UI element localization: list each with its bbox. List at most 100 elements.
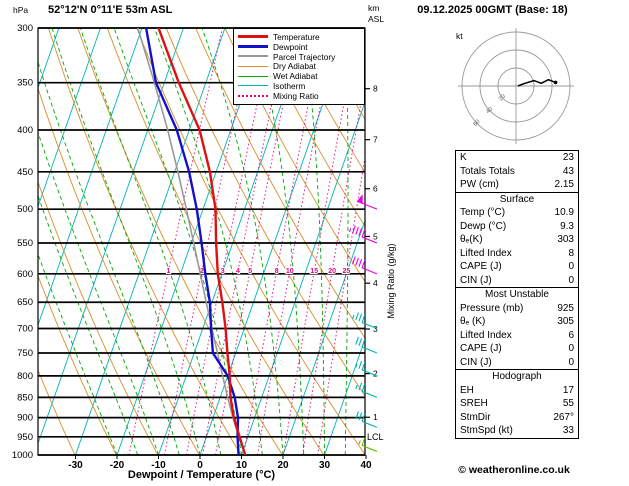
mixing-ratio-value: 8 [275, 268, 279, 275]
mixing-ratio-value: 10 [286, 268, 294, 275]
wind-barb [348, 225, 378, 244]
station-title: 52°12'N 0°11'E 53m ASL [48, 4, 173, 16]
pressure-tick-label: 900 [17, 413, 33, 424]
table-row-value: 0 [568, 261, 574, 272]
pressure-tick-label: 1000 [12, 450, 33, 461]
mixing-ratio-value: 4 [236, 268, 240, 275]
mixing-ratio-value: 3 [221, 268, 225, 275]
table-row-label: θₑ(K) [460, 234, 483, 245]
mixing-ratio-value: 20 [328, 268, 336, 275]
table-row-value: 9.3 [560, 220, 574, 232]
dewpoint-curve [144, 28, 240, 455]
pressure-unit-label: hPa [13, 5, 29, 15]
mixing-ratio-line [257, 28, 336, 455]
wind-barb [355, 382, 378, 398]
table-row-label: Lifted Index [460, 247, 512, 259]
plot-border [37, 27, 366, 456]
asl-axis-label: ASL [368, 14, 385, 24]
mixing-ratio-value: 5 [248, 268, 252, 275]
mixing-ratio-axis-label: Mixing Ratio (g/kg) [386, 243, 396, 319]
hodograph-ring-label: 40 [485, 106, 494, 115]
temp-tick-label: -30 [68, 460, 83, 471]
indices-table: K 23 Totals Totals 43 PW (cm) 2.15 Surface Temp… [455, 150, 579, 439]
table-section: Most Unstable Pressure (mb) 925 θₑ (K) 305 Li… [456, 287, 578, 369]
hodograph-trace [517, 78, 556, 87]
table-row: Lifted Index 8 [456, 247, 578, 261]
legend-label: Isotherm [273, 80, 306, 91]
temperature-curve [157, 28, 247, 455]
legend-item: Parcel Trajectory [238, 52, 360, 62]
table-row: Temp (°C) 10.9 [456, 206, 578, 220]
table-row-label: Lifted Index [460, 329, 512, 341]
hodograph-ring-label: 20 [498, 93, 507, 102]
table-row-value: 2.15 [554, 179, 574, 190]
legend-label: Dry Adiabat [273, 61, 316, 72]
mixing-ratio-line [283, 28, 359, 455]
dry-adiabat-line [48, 28, 242, 455]
km-tick-label: 1 [373, 412, 378, 422]
legend-line-sample [238, 45, 268, 49]
table-section: Surface Temp (°C) 10.9 Dewp (°C) 9.3 θₑ(K) 303… [456, 191, 578, 288]
table-row-value: 305 [557, 316, 574, 327]
km-tick-label: 4 [373, 278, 378, 288]
table-row-value: 267° [553, 411, 574, 423]
pressure-tick-label: 400 [17, 125, 33, 136]
pressure-tick-label: 350 [17, 78, 33, 89]
legend-line-sample [238, 65, 268, 67]
wind-barb [355, 336, 378, 354]
table-row-label: θₑ (K) [460, 316, 486, 327]
pressure-tick-label: 750 [17, 348, 33, 359]
pressure-tick-label: 950 [17, 432, 33, 443]
km-tick-label: 6 [373, 184, 378, 194]
skewt-chart: 1 2 3 4 5 8 10 15 20 2530035040045050055060065070… [12, 23, 378, 471]
legend-item: Dewpoint [238, 42, 360, 52]
table-row-value: 6 [568, 329, 574, 341]
hodograph-unit-label: kt [456, 31, 463, 41]
km-tick-label: 7 [373, 135, 378, 145]
mixing-ratio-line [163, 28, 255, 455]
table-row-value: 0 [568, 356, 574, 368]
table-row-label: PW (cm) [460, 179, 499, 190]
table-row-value: 925 [557, 302, 574, 314]
table-section-title: Most Unstable [485, 289, 549, 300]
legend-item: Wet Adiabat [238, 71, 360, 81]
pressure-tick-label: 450 [17, 167, 33, 178]
temp-tick-label: 0 [197, 460, 203, 471]
table-row: Dewp (°C) 9.3 [456, 220, 578, 234]
isotherm-line [38, 28, 101, 208]
legend-item: Temperature [238, 32, 360, 42]
table-row: PW (cm) 2.15 [456, 178, 578, 192]
legend-line-sample [238, 35, 268, 39]
wind-barb [352, 312, 378, 330]
table-row-value: 55 [562, 398, 574, 409]
table-row-label: Dewp (°C) [460, 220, 507, 232]
table-row: θₑ(K) 303 [456, 233, 578, 247]
credit: © weatheronline.co.uk [458, 464, 570, 476]
table-row: CIN (J) 0 [456, 356, 578, 370]
table-row-label: CAPE (J) [460, 261, 502, 272]
isotherm-line [75, 28, 226, 455]
table-row: StmSpd (kt) 33 [456, 424, 578, 438]
legend-label: Parcel Trajectory [273, 51, 336, 62]
parcel-trajectory-curve [137, 28, 246, 455]
table-row-value: 8 [568, 247, 574, 259]
table-row-label: Totals Totals [460, 165, 515, 177]
km-tick-label: 2 [373, 369, 378, 379]
temp-tick-label: 20 [277, 460, 289, 471]
temp-tick-label: 30 [319, 460, 331, 471]
table-row: SREH 55 [456, 397, 578, 411]
table-row: Pressure (mb) 925 [456, 302, 578, 316]
legend-label: Temperature [273, 31, 320, 42]
mixing-ratio-value: 2 [200, 268, 204, 275]
mixing-ratio-line [185, 28, 274, 455]
pressure-tick-label: 550 [17, 238, 33, 249]
table-row: K 23 [456, 151, 578, 165]
temp-tick-label: 40 [360, 460, 372, 471]
table-row-value: 17 [562, 384, 574, 396]
wet-adiabat-line [51, 28, 201, 455]
table-section-title: Hodograph [492, 371, 542, 382]
pressure-tick-label: 500 [17, 204, 33, 215]
table-row-label: K [460, 152, 467, 163]
